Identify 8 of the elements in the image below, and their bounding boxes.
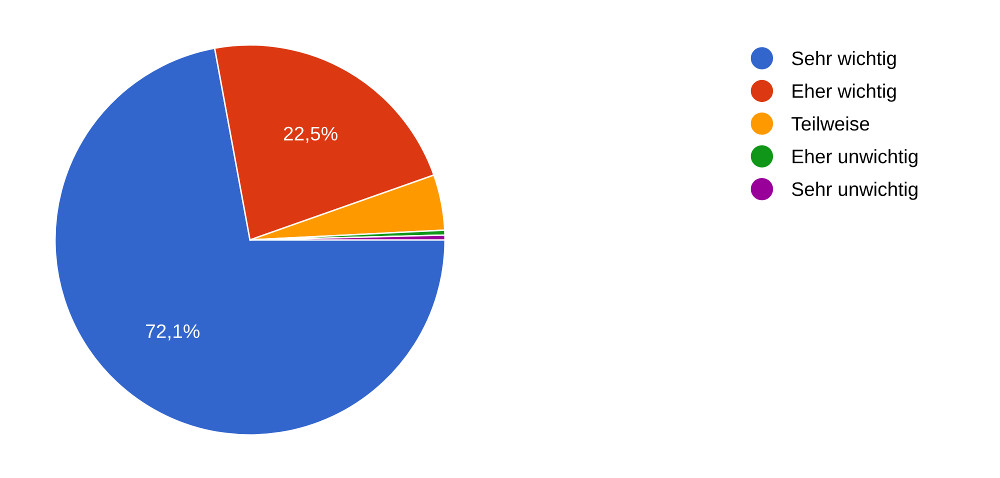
data-label: 22,5% — [284, 126, 338, 143]
legend-label: Sehr unwichtig — [792, 182, 918, 200]
data-label: 72,1% — [146, 324, 200, 340]
legend-label: Teilweise — [792, 116, 870, 131]
legend-label: Sehr wichtig — [792, 50, 896, 70]
legend-label: Eher wichtig — [792, 84, 896, 102]
pie-slice — [54, 47, 446, 436]
legend-label: Eher unwichtig — [792, 149, 918, 168]
